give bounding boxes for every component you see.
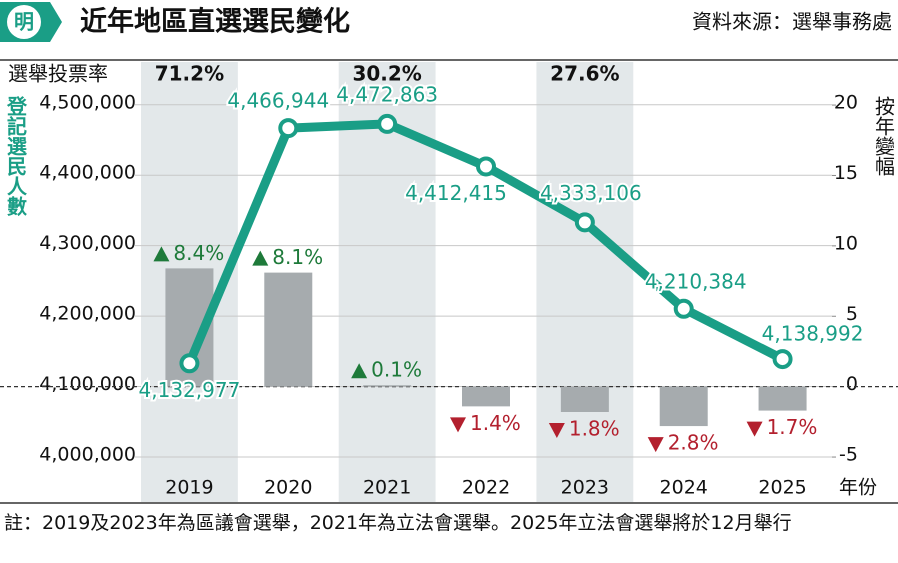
line-marker [377, 113, 398, 134]
chart-title: 近年地區直選選民變化 [80, 6, 350, 38]
y-tick-label: 4,300,000 [39, 232, 136, 254]
x-tick-label: 2024 [660, 477, 708, 499]
y2-tick-label: 0 [846, 373, 858, 395]
y-tick-label: 4,000,000 [39, 443, 136, 465]
turnout-value: 30.2% [352, 62, 421, 86]
bar-value-label: 0.1% [371, 358, 422, 382]
x-tick-label: 2025 [758, 477, 806, 499]
line-value-label: 4,466,944 [227, 89, 329, 113]
bar [758, 386, 807, 411]
bar-value-label: 8.1% [272, 245, 323, 269]
line-marker [476, 156, 496, 177]
line-marker [673, 298, 694, 319]
y-tick-label: 4,100,000 [39, 373, 136, 395]
x-tick-label: 2021 [363, 477, 411, 499]
y2-axis-label: 按年變幅 [872, 96, 896, 176]
bar-value-label: 1.7% [767, 415, 818, 439]
x-tick-label: 2019 [165, 477, 213, 499]
line-value-label: 4,333,106 [540, 181, 642, 205]
y2-tick-label: 10 [834, 232, 858, 254]
bar-value-label: 2.8% [668, 431, 719, 455]
up-arrow [153, 246, 170, 262]
line-value-label: 4,472,863 [336, 82, 438, 106]
bar [659, 386, 708, 427]
up-arrow [351, 363, 368, 379]
bar [462, 386, 510, 407]
y2-tick-label: 5 [846, 303, 858, 325]
bar-value-label: 8.4% [173, 241, 224, 265]
bar [560, 386, 609, 412]
bar [363, 385, 412, 387]
line-marker [574, 212, 595, 233]
down-arrow [647, 437, 664, 453]
line-value-label: 4,210,384 [645, 269, 747, 293]
line-marker [772, 349, 793, 370]
line-marker [278, 118, 299, 139]
logo-circle [7, 5, 41, 39]
logo: 明 [14, 10, 34, 34]
y-tick-label: 4,200,000 [39, 303, 136, 325]
y2-tick-label: 20 [834, 92, 858, 114]
source: 資料來源：選舉事務處 [692, 10, 892, 34]
footnote: 註：2019及2023年為區議會選舉，2021年為立法會選舉。2025年立法會選… [4, 512, 792, 534]
y2-tick-label: 15 [834, 162, 858, 184]
y-tick-label: 4,400,000 [39, 162, 136, 184]
bar [264, 272, 313, 387]
turnout-label: 選舉投票率 [8, 62, 108, 86]
line-value-label: 4,132,977 [139, 378, 241, 402]
x-tick-label: 2020 [264, 477, 312, 499]
down-arrow [548, 422, 565, 438]
x-axis-label: 年份 [839, 477, 877, 499]
bar-value-label: 1.4% [470, 411, 521, 435]
y-tick-label: 4,500,000 [39, 91, 136, 113]
down-arrow [450, 417, 466, 433]
bar-value-label: 1.8% [569, 416, 620, 440]
line-value-label: 4,138,992 [762, 322, 864, 346]
x-tick-label: 2023 [561, 477, 609, 499]
y2-tick-label: -5 [839, 444, 858, 466]
line-value-label: 4,412,415 [405, 181, 507, 205]
x-tick-label: 2022 [462, 477, 510, 499]
down-arrow [746, 421, 763, 437]
line-marker [179, 353, 200, 374]
y-axis-label: 登記選民人數 [4, 95, 28, 217]
up-arrow [252, 250, 269, 266]
turnout-value: 27.6% [550, 62, 619, 86]
chart: 明 近年地區直選選民變化 資料來源：選舉事務處 選舉投票率 登記選民人數 按年變… [0, 2, 898, 504]
turnout-value: 71.2% [155, 62, 224, 86]
